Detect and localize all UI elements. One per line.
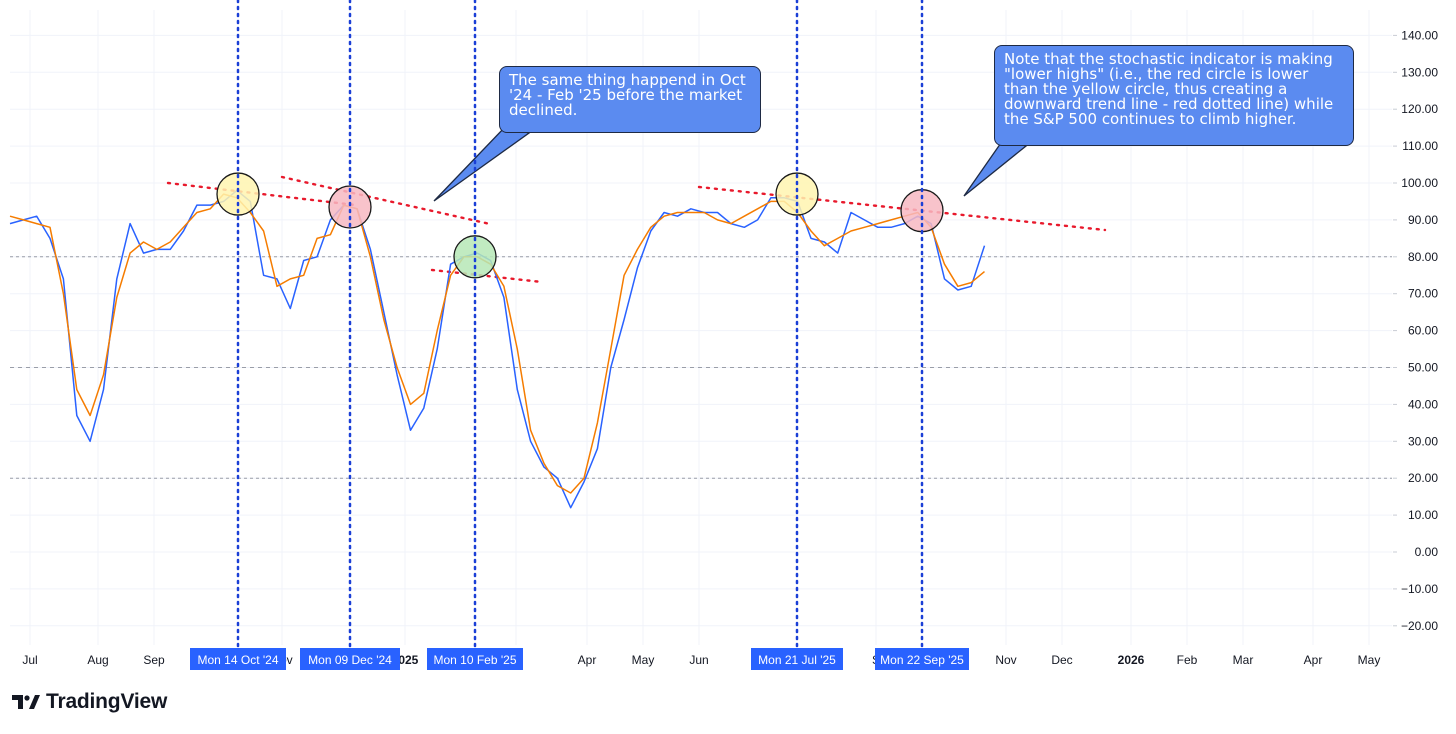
y-tick-label: 70.00 bbox=[1408, 287, 1438, 301]
x-tick-label: 2026 bbox=[1118, 653, 1145, 667]
y-tick-label: 20.00 bbox=[1408, 471, 1438, 485]
date-marker-label-bg bbox=[875, 648, 969, 670]
series-lines bbox=[9, 189, 986, 509]
date-marker-label-bg bbox=[427, 648, 523, 670]
callout-oct-feb: The same thing happend in Oct '24 - Feb … bbox=[499, 66, 761, 133]
trend-lines bbox=[166, 175, 1107, 284]
y-tick-label: 80.00 bbox=[1408, 250, 1438, 264]
highlight-circle-red bbox=[328, 185, 372, 229]
highlight-circle-yellow bbox=[775, 172, 819, 216]
trend-line bbox=[280, 175, 492, 226]
y-tick-label: 50.00 bbox=[1408, 361, 1438, 375]
reference-lines bbox=[10, 256, 1392, 479]
y-tick-label: 30.00 bbox=[1408, 434, 1438, 448]
x-tick-label: Apr bbox=[578, 653, 597, 667]
tradingview-logo-text: TradingView bbox=[46, 690, 168, 713]
date-marker-label-bg bbox=[300, 648, 400, 670]
y-tick-label: 90.00 bbox=[1408, 213, 1438, 227]
y-axis: 140.00 130.00 120.00 110.00 100.00 90.00 80.00… bbox=[1393, 28, 1439, 633]
y-tick-label: 0.00 bbox=[1415, 545, 1439, 559]
y-tick-label: 40.00 bbox=[1408, 397, 1438, 411]
series-line-blue bbox=[9, 189, 986, 509]
trend-line bbox=[166, 181, 357, 207]
date-marker-label: Mon 21 Jul '25 bbox=[758, 653, 836, 667]
date-marker-label: Mon 22 Sep '25 bbox=[880, 653, 964, 667]
x-tick-label: Jun bbox=[689, 653, 708, 667]
y-tick-label: −20.00 bbox=[1401, 619, 1438, 633]
y-tick-label: 110.00 bbox=[1402, 139, 1438, 153]
tradingview-logo-icon bbox=[12, 695, 40, 709]
date-markers: Mon 14 Oct '24 Mon 09 Dec '24 Mon 10 Feb '… bbox=[190, 0, 969, 670]
y-tick-label: 10.00 bbox=[1408, 508, 1438, 522]
x-tick-label: Sep bbox=[143, 653, 165, 667]
x-tick-label: Jul bbox=[22, 653, 37, 667]
x-tick-label: Apr bbox=[1304, 653, 1323, 667]
y-tick-label: 100.00 bbox=[1401, 176, 1438, 190]
date-marker-label: Mon 10 Feb '25 bbox=[433, 653, 516, 667]
date-marker-label: Mon 14 Oct '24 bbox=[198, 653, 279, 667]
callout-lower-highs: Note that the stochastic indicator is ma… bbox=[994, 45, 1354, 146]
y-tick-label: −10.00 bbox=[1401, 582, 1438, 596]
x-tick-label: May bbox=[1358, 653, 1381, 667]
tradingview-footer: TradingView bbox=[12, 690, 167, 714]
x-tick-label: Dec bbox=[1051, 653, 1072, 667]
y-tick-label: 120.00 bbox=[1401, 102, 1438, 116]
highlight-circles bbox=[216, 172, 944, 279]
x-tick-label: Aug bbox=[87, 653, 108, 667]
date-marker-label: Mon 09 Dec '24 bbox=[308, 653, 392, 667]
highlight-circle-green bbox=[453, 235, 497, 279]
y-tick-label: 130.00 bbox=[1401, 65, 1438, 79]
y-tick-label: 60.00 bbox=[1408, 324, 1438, 338]
y-tick-label: 140.00 bbox=[1401, 28, 1438, 42]
x-tick-label: Feb bbox=[1177, 653, 1198, 667]
series-line-orange bbox=[9, 193, 985, 494]
date-marker-label-bg bbox=[751, 648, 843, 670]
x-tick-label: May bbox=[632, 653, 655, 667]
trend-line bbox=[430, 268, 544, 284]
x-tick-label: Mar bbox=[1233, 653, 1254, 667]
x-tick-label: Nov bbox=[995, 653, 1016, 667]
highlight-circle-yellow bbox=[216, 172, 260, 216]
date-marker-label-bg bbox=[190, 648, 286, 670]
